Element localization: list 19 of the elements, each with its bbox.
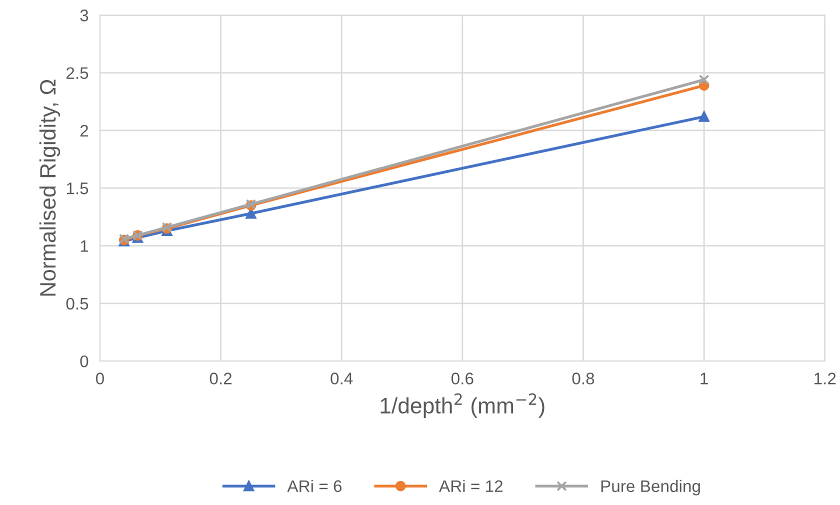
y-tick-label: 1 bbox=[80, 240, 88, 252]
y-tick-label: 3 bbox=[80, 10, 88, 22]
y-tick-label: 0 bbox=[80, 355, 88, 368]
x-tick-label: 1 bbox=[700, 372, 708, 384]
legend-label: ARi = 6 bbox=[287, 480, 342, 492]
x-tick-label: 0.8 bbox=[572, 372, 594, 384]
x-tick-label: 0.4 bbox=[330, 372, 353, 384]
legend-label: Pure Bending bbox=[601, 480, 700, 496]
y-axis-title: Normalised Rigidity, Ω bbox=[39, 80, 60, 296]
y-tick-label: 2 bbox=[80, 124, 88, 136]
x-tick-label: 0 bbox=[96, 372, 104, 384]
x-tick-label: 1.2 bbox=[814, 372, 836, 384]
y-tick-label: 0.5 bbox=[66, 298, 88, 310]
legend-label: ARi = 12 bbox=[438, 480, 503, 492]
y-tick-label: 1.5 bbox=[66, 182, 88, 194]
x-tick-label: 0.6 bbox=[451, 372, 474, 384]
x-axis-title: 1/depth$^{2}$ (mm$^{−2}$) bbox=[380, 393, 544, 418]
y-tick-label: 2.5 bbox=[66, 67, 88, 80]
x-tick-label: 0.2 bbox=[210, 372, 232, 384]
